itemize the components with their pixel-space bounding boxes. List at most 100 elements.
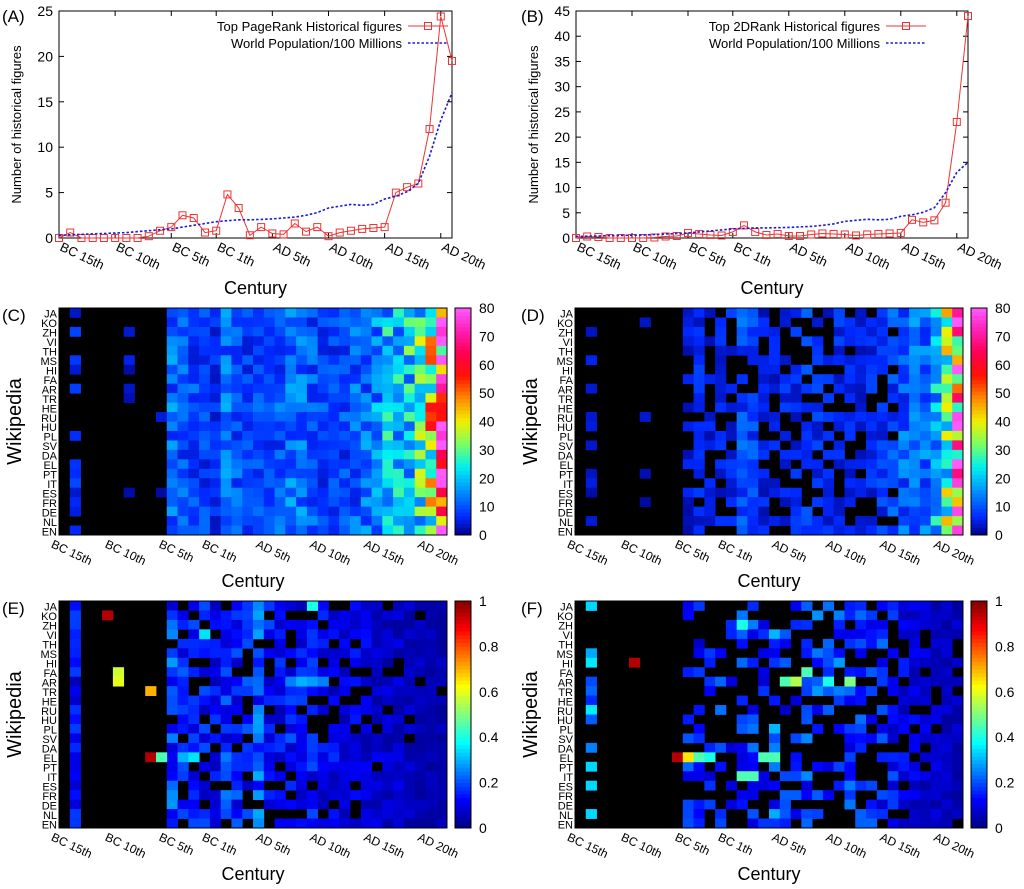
heatmap-cell	[682, 733, 694, 744]
heatmap-cell	[790, 468, 802, 479]
heatmap-cell	[296, 393, 308, 403]
heatmap-cell	[747, 345, 759, 356]
heatmap-cell	[296, 402, 308, 413]
heatmap-cell	[328, 497, 340, 508]
heatmap-cell	[844, 686, 856, 696]
heatmap-cell	[274, 487, 286, 498]
heatmap-cell	[855, 723, 867, 734]
heatmap-cell	[285, 355, 297, 366]
heatmap-cell	[285, 619, 297, 630]
heatmap-cell	[919, 695, 932, 706]
colorbar-segment	[455, 338, 471, 343]
heatmap-cell	[682, 516, 694, 526]
heatmap-cell	[844, 629, 856, 640]
heatmap-cell	[242, 487, 254, 498]
heatmap-cell	[306, 761, 319, 772]
heatmap-cell	[876, 440, 888, 451]
heatmap-cell	[209, 459, 222, 470]
heatmap-cell	[425, 421, 437, 432]
heatmap-cell	[296, 723, 308, 734]
heatmap-cell	[844, 487, 856, 498]
heatmap-cell	[855, 809, 867, 819]
heatmap-cell	[274, 468, 286, 479]
heatmap-cell	[941, 771, 953, 782]
heatmap-cell	[382, 383, 394, 394]
heatmap-cell	[69, 430, 81, 441]
heatmap-cell	[693, 723, 705, 734]
heatmap-cell	[425, 497, 437, 508]
heatmap-cell	[682, 308, 694, 318]
heatmap-cell	[833, 761, 845, 772]
heatmap-cell	[704, 780, 716, 791]
heatmap-cell	[317, 610, 329, 621]
row-label: NL	[43, 517, 57, 529]
heatmap-cell	[242, 780, 254, 791]
heatmap-cell	[306, 345, 319, 356]
heatmap-cell	[747, 317, 759, 328]
heatmap-cell	[693, 638, 705, 649]
heatmap-cell	[919, 799, 932, 810]
heatmap-cell	[360, 383, 372, 394]
heatmap-cell	[231, 345, 243, 356]
heatmap-cell	[403, 326, 416, 337]
heatmap-cell	[769, 383, 781, 394]
heatmap-cell	[231, 705, 243, 715]
heatmap-cell	[220, 412, 232, 422]
heatmap-cell	[414, 714, 426, 725]
heatmap-cell	[736, 752, 748, 763]
heatmap-cell	[758, 355, 770, 366]
colorbar-segment	[455, 680, 471, 685]
heatmap-cell	[253, 430, 265, 441]
heatmap-cell	[285, 374, 297, 385]
heatmap-cell	[371, 355, 383, 366]
heatmap-cell	[747, 326, 759, 337]
heatmap-cell	[220, 619, 232, 630]
heatmap-cell	[274, 364, 286, 375]
heatmap-cell	[339, 383, 351, 394]
heatmap-cell	[296, 459, 308, 470]
colorbar-segment	[971, 387, 987, 392]
heatmap-cell	[350, 742, 362, 753]
heatmap-cell	[253, 705, 265, 715]
heatmap-cell	[715, 336, 727, 347]
heatmap-cell	[715, 317, 727, 328]
heatmap-cell	[790, 695, 802, 706]
heatmap-cell	[242, 742, 254, 753]
colorbar-segment	[971, 820, 987, 825]
heatmap-cell	[393, 440, 405, 451]
heatmap-cell	[371, 364, 383, 375]
heatmap-cell	[339, 516, 351, 526]
heatmap-cell	[876, 487, 888, 498]
heatmap-cell	[123, 364, 135, 375]
heatmap-cell	[833, 421, 845, 432]
heatmap-cell	[930, 449, 942, 460]
heatmap-cell	[866, 374, 878, 385]
heatmap-cell	[769, 657, 781, 668]
heatmap-cell	[177, 610, 189, 621]
heatmap-cell	[736, 308, 748, 318]
heatmap-cell	[220, 393, 232, 403]
heatmap-cell	[220, 468, 232, 479]
heatmap-cell	[736, 714, 748, 725]
heatmap-cell	[682, 487, 694, 498]
colorbar-frame	[454, 307, 472, 536]
heatmap-cell	[941, 497, 953, 508]
heatmap-cell	[393, 317, 405, 328]
x-tick-label: AD 15th	[878, 537, 923, 568]
heatmap-cell	[166, 506, 178, 517]
heatmap-cell	[393, 733, 405, 744]
heatmap-cell	[855, 686, 867, 696]
heatmap-cell	[833, 355, 845, 366]
colorbar-segment	[971, 695, 987, 700]
heatmap-cell	[242, 676, 254, 687]
data-point	[99, 234, 108, 242]
heatmap-cell	[393, 430, 405, 441]
heatmap-cell	[790, 733, 802, 744]
heatmap-cell	[382, 497, 394, 508]
heatmap-cell	[209, 374, 222, 385]
heatmap-cell	[855, 374, 867, 385]
heatmap-cell	[930, 629, 942, 640]
heatmap-cell	[382, 610, 394, 621]
heatmap-cell	[177, 714, 189, 725]
heatmap-cell	[941, 468, 953, 479]
